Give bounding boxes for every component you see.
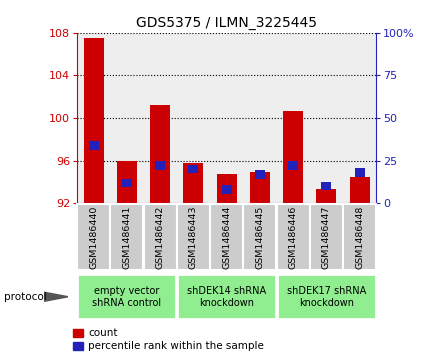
FancyBboxPatch shape <box>110 204 143 270</box>
Bar <box>255 170 265 179</box>
Bar <box>250 172 270 203</box>
Text: GSM1486448: GSM1486448 <box>355 205 364 269</box>
Bar <box>188 165 198 174</box>
Bar <box>350 177 370 203</box>
Text: shDEK14 shRNA
knockdown: shDEK14 shRNA knockdown <box>187 286 266 307</box>
Text: shDEK17 shRNA
knockdown: shDEK17 shRNA knockdown <box>287 286 366 307</box>
Text: GSM1486444: GSM1486444 <box>222 205 231 269</box>
Text: protocol: protocol <box>4 292 47 302</box>
Bar <box>316 189 336 203</box>
Bar <box>122 179 132 187</box>
Text: GSM1486441: GSM1486441 <box>122 205 132 269</box>
Text: GSM1486447: GSM1486447 <box>322 205 331 269</box>
Bar <box>222 185 231 194</box>
Bar <box>216 175 237 203</box>
Bar <box>84 38 103 203</box>
Bar <box>88 141 99 150</box>
FancyBboxPatch shape <box>177 274 276 319</box>
Text: GSM1486445: GSM1486445 <box>255 205 264 269</box>
FancyBboxPatch shape <box>343 204 376 270</box>
Text: GSM1486440: GSM1486440 <box>89 205 98 269</box>
FancyBboxPatch shape <box>210 204 243 270</box>
Bar <box>183 163 203 203</box>
FancyBboxPatch shape <box>277 274 376 319</box>
Bar <box>288 162 298 170</box>
Text: GSM1486442: GSM1486442 <box>156 205 165 269</box>
Bar <box>117 160 137 203</box>
FancyBboxPatch shape <box>77 274 176 319</box>
Polygon shape <box>44 292 68 301</box>
Bar <box>155 162 165 170</box>
FancyBboxPatch shape <box>310 204 343 270</box>
Bar <box>283 110 303 203</box>
Bar <box>150 105 170 203</box>
FancyBboxPatch shape <box>177 204 210 270</box>
Bar <box>321 182 331 191</box>
FancyBboxPatch shape <box>143 204 176 270</box>
Text: empty vector
shRNA control: empty vector shRNA control <box>92 286 161 307</box>
Bar <box>355 168 365 177</box>
Text: GSM1486446: GSM1486446 <box>289 205 297 269</box>
FancyBboxPatch shape <box>77 204 110 270</box>
Text: GSM1486443: GSM1486443 <box>189 205 198 269</box>
FancyBboxPatch shape <box>243 204 276 270</box>
Title: GDS5375 / ILMN_3225445: GDS5375 / ILMN_3225445 <box>136 16 317 30</box>
FancyBboxPatch shape <box>277 204 310 270</box>
Legend: count, percentile rank within the sample: count, percentile rank within the sample <box>73 328 264 351</box>
